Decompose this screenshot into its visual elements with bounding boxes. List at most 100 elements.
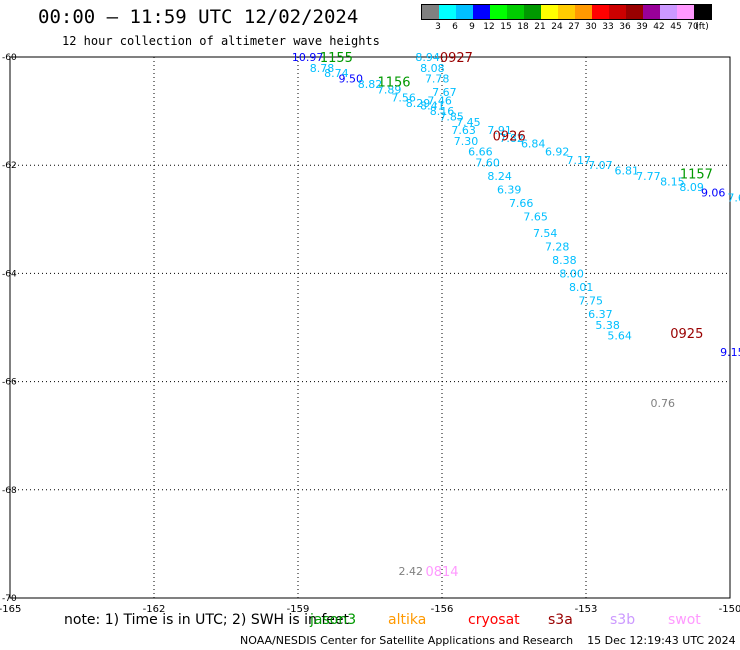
legend-swatch [643, 5, 660, 19]
pass-time-label: 1155 [320, 51, 353, 66]
wave-height-label: 6.66 [468, 146, 493, 159]
legend-labels: 3 6 9 12 15 18 21 24 27 30 33 36 39 42 45 70 (ft) [421, 22, 712, 34]
satellite-swot: swot [668, 612, 701, 628]
x-tick-label: -162 [143, 604, 166, 615]
pass-time-label: 0927 [440, 51, 473, 66]
legend-swatch [626, 5, 643, 19]
legend-swatch [575, 5, 592, 19]
legend-swatch [439, 5, 456, 19]
legend-swatches [421, 4, 712, 20]
y-tick-label: -66 [2, 378, 17, 388]
wave-height-label: 7.78 [425, 73, 450, 86]
legend-label: 70 [687, 22, 699, 32]
legend-swatch [592, 5, 609, 19]
wave-height-label: 10.97 [292, 51, 324, 64]
legend-label: 15 [500, 22, 512, 32]
x-tick-label: -150 [719, 604, 740, 615]
wave-height-label: 7.75 [579, 294, 604, 307]
legend-label: 3 [435, 22, 441, 32]
legend-label: 21 [534, 22, 546, 32]
legend-label: 36 [619, 22, 631, 32]
wave-height-label: 8.01 [569, 281, 594, 294]
legend-label: 30 [585, 22, 597, 32]
map-grid [9, 56, 731, 599]
pass-time-label: 0925 [670, 327, 703, 342]
legend-swatch [541, 5, 558, 19]
legend-swatch [660, 5, 677, 19]
wave-height-label: 7.66 [509, 197, 534, 210]
wave-height-label: 8.29 [406, 97, 431, 110]
wave-height-label: 9.50 [339, 73, 364, 86]
satellite-s3b: s3b [610, 612, 636, 628]
wave-height-points: 10.978.788.749.508.827.897.568.298.948.0… [292, 51, 740, 578]
legend-swatch [473, 5, 490, 19]
satellite-altika: altika [388, 612, 427, 628]
legend-label: 45 [670, 22, 682, 32]
wave-height-label: 8.94 [415, 51, 440, 64]
wave-height-label: 7.30 [454, 135, 479, 148]
wave-height-label: 7.63 [451, 124, 476, 137]
wave-height-label: 8.09 [679, 181, 704, 194]
x-tick-label: -165 [0, 604, 21, 615]
axis-ticks: -165 -162 -159 -156 -153 -150 -60 -62 -64 -66 -68 -… [0, 53, 740, 615]
x-tick-label: -156 [431, 604, 454, 615]
wave-height-label: 5.64 [607, 330, 632, 343]
wave-height-label: 7.60 [475, 156, 500, 169]
legend-swatch [677, 5, 694, 19]
legend-label: 39 [636, 22, 648, 32]
wave-height-label: 6.37 [588, 308, 613, 321]
wave-height-label: 8.74 [324, 67, 349, 80]
legend-swatch [490, 5, 507, 19]
wave-height-label: 6.81 [615, 165, 640, 178]
wave-height-label: 9.06 [701, 186, 726, 199]
wave-height-label: 8.82 [358, 78, 383, 91]
x-tick-label: -159 [287, 604, 310, 615]
wave-height-label: 8.16 [430, 105, 455, 118]
color-legend: 3 6 9 12 15 18 21 24 27 30 33 36 39 42 45 70 (ft) [421, 4, 712, 34]
wave-height-label: 5.38 [595, 319, 620, 332]
wave-height-label: 7.67 [432, 86, 457, 99]
y-tick-label: -68 [2, 486, 17, 496]
wave-height-label: 9.15 [720, 346, 740, 359]
wave-height-label: 7.07 [588, 159, 613, 172]
x-tick-label: -153 [575, 604, 598, 615]
legend-swatch [694, 5, 711, 19]
legend-label: 18 [517, 22, 529, 32]
wave-height-label: 7.46 [427, 94, 452, 107]
legend-label: 33 [602, 22, 614, 32]
wave-height-label: 8.08 [420, 62, 445, 75]
page-subtitle: 12 hour collection of altimeter wave hei… [62, 34, 380, 48]
wave-height-label: 8.78 [310, 62, 335, 75]
legend-swatch [558, 5, 575, 19]
wave-height-label: 7.77 [636, 170, 661, 183]
legend-swatch [456, 5, 473, 19]
wave-height-label: 7.82 [499, 132, 524, 145]
legend-swatch [524, 5, 541, 19]
map-frame [9, 56, 731, 599]
y-tick-label: -62 [2, 161, 17, 171]
wave-height-label: 7.56 [391, 92, 416, 105]
pass-time-labels: 1155 0927 1156 0926 1157 0925 0814 [320, 51, 713, 580]
wave-height-label: 7.54 [533, 227, 558, 240]
wave-height-label: 8.38 [552, 254, 577, 267]
wave-height-label: 7.65 [523, 211, 548, 224]
wave-height-label: 0.76 [651, 397, 676, 410]
wave-height-label: 7.17 [567, 154, 592, 167]
wave-height-label: 6.84 [521, 138, 546, 151]
wave-height-label: 7.69 [727, 192, 740, 205]
footer-credit: NOAA/NESDIS Center for Satellite Applica… [240, 634, 736, 647]
wave-height-label: 8.41 [420, 100, 445, 113]
wave-height-label: 7.45 [456, 116, 481, 129]
y-tick-label: -60 [2, 53, 17, 63]
legend-label: 27 [568, 22, 580, 32]
legend-label: 9 [469, 22, 475, 32]
wave-height-label: 6.39 [497, 184, 522, 197]
units-note: note: 1) Time is in UTC; 2) SWH is in fe… [64, 612, 350, 628]
wave-height-label: 8.24 [487, 170, 512, 183]
y-tick-label: -70 [2, 594, 17, 604]
wave-height-label: 7.91 [487, 124, 512, 137]
wave-height-label: 7.89 [377, 83, 402, 96]
pass-time-label: 0926 [493, 129, 526, 144]
pass-time-label: 0814 [425, 565, 458, 580]
